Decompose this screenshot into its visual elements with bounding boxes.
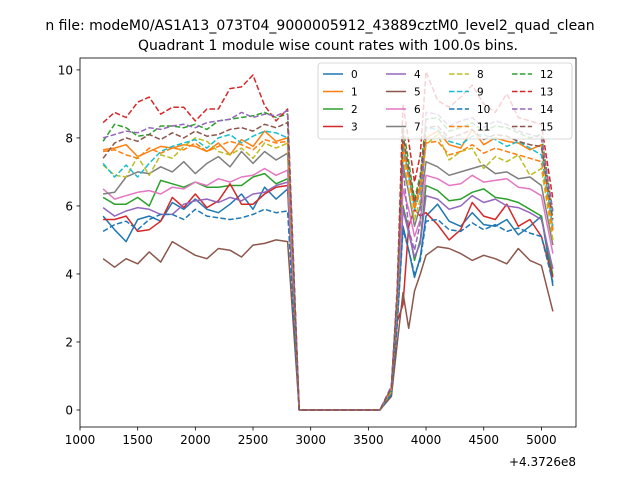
x-offset-label: +4.3726e8 (509, 455, 576, 469)
series-line-0 (102, 186, 554, 411)
legend-label-0: 0 (351, 69, 358, 81)
legend-box (317, 62, 573, 140)
series-line-8 (102, 133, 554, 411)
legend-label-6: 6 (414, 104, 421, 116)
legend-label-2: 2 (351, 104, 358, 116)
legend-label-5: 5 (414, 87, 421, 99)
legend-label-8: 8 (477, 69, 484, 81)
x-tick-label: 5000 (526, 433, 557, 447)
y-tick-label: 8 (65, 131, 73, 145)
x-tick-label: 2000 (180, 433, 211, 447)
x-tick-label: 3500 (353, 433, 384, 447)
legend-label-9: 9 (477, 87, 484, 99)
legend-label-15: 15 (540, 122, 553, 134)
series-line-9 (102, 126, 554, 411)
plot-frame (79, 57, 577, 428)
y-axis: 0 2 4 6 8 10 (58, 63, 80, 417)
x-tick-label: 1500 (122, 433, 153, 447)
x-tick-label: 2500 (238, 433, 269, 447)
series-line-14 (102, 109, 554, 411)
y-tick-label: 6 (65, 199, 73, 213)
chart-title: Quadrant 1 module wise count rates with … (138, 38, 518, 54)
legend-label-12: 12 (540, 69, 553, 81)
y-tick-label: 4 (65, 267, 73, 281)
legend-label-11: 11 (477, 122, 490, 134)
legend-label-13: 13 (540, 87, 553, 99)
x-tick-label: 4500 (468, 433, 499, 447)
x-tick-label: 1000 (65, 433, 96, 447)
legend-label-4: 4 (414, 69, 421, 81)
series-line-5 (102, 239, 554, 411)
legend-label-7: 7 (414, 122, 421, 134)
series-line-2 (102, 172, 554, 411)
legend-label-14: 14 (540, 104, 554, 116)
y-tick-label: 2 (65, 335, 73, 349)
x-tick-label: 3000 (295, 433, 326, 447)
figure-suptitle: n file: modeM0/AS1A13_073T04_9000005912_… (45, 18, 594, 34)
y-tick-label: 0 (65, 403, 73, 417)
legend-label-1: 1 (351, 87, 358, 99)
x-tick-label: 4000 (411, 433, 442, 447)
legend-label-3: 3 (351, 122, 358, 134)
series-line-3 (103, 183, 554, 411)
x-axis: 1000 1500 2000 2500 3000 3500 4000 4500 5000 (65, 427, 557, 447)
legend-label-10: 10 (477, 104, 490, 116)
y-tick-label: 10 (58, 63, 73, 77)
series-line-11 (102, 138, 554, 411)
series-line-10 (102, 208, 554, 411)
